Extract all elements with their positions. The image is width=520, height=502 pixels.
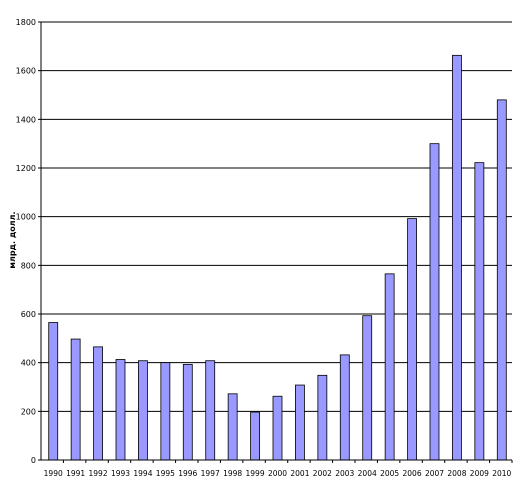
y-tick-label: 1200 [16, 164, 36, 173]
bar-1994 [138, 360, 148, 461]
bar-1995 [160, 362, 171, 461]
x-tick-label-2007: 2007 [425, 469, 444, 478]
bar-2003 [339, 354, 350, 461]
bar-2010 [496, 99, 507, 461]
x-tick-label-1998: 1998 [223, 469, 242, 478]
x-tick-label-1992: 1992 [89, 469, 108, 478]
x-tick-label-2000: 2000 [268, 469, 287, 478]
y-tick-label: 200 [21, 407, 36, 416]
gridlines [38, 21, 512, 461]
x-tick-label-1999: 1999 [246, 469, 265, 478]
x-tick-labels: 1990 1991 1992 1993 1994 1995 1996 1997 1998 1999… [44, 460, 513, 478]
x-tick-label-1991: 1991 [66, 469, 85, 478]
bar-1998 [227, 393, 238, 461]
bar-2004 [362, 315, 373, 461]
bar-2009 [474, 162, 485, 461]
x-tick-label-1996: 1996 [178, 469, 197, 478]
x-tick-label-1994: 1994 [133, 469, 152, 478]
x-tick-label-2009: 2009 [470, 469, 489, 478]
bar-1992 [93, 346, 103, 461]
bar-2001 [295, 384, 305, 461]
bar-1991 [70, 338, 81, 461]
y-tick-label: 1000 [16, 213, 36, 222]
bar-1997 [205, 360, 216, 461]
x-tick-label-2006: 2006 [403, 469, 422, 478]
y-tick-label: 600 [21, 310, 36, 319]
x-tick-label-2005: 2005 [380, 469, 399, 478]
y-tick-label: 800 [21, 261, 36, 270]
x-tick-label-2008: 2008 [447, 469, 466, 478]
y-tick-label: 1400 [16, 115, 36, 124]
x-tick-label-1993: 1993 [111, 469, 130, 478]
bar-2000 [272, 395, 283, 461]
y-tick-label: 1800 [16, 18, 36, 27]
x-tick-label-2002: 2002 [313, 469, 332, 478]
x-tick-label-2003: 2003 [335, 469, 354, 478]
x-tick-label-1990: 1990 [44, 469, 63, 478]
x-tick-label-2010: 2010 [492, 469, 511, 478]
x-tick-label-2001: 2001 [290, 469, 309, 478]
bar-1993 [115, 359, 126, 461]
y-tick-label: 1600 [16, 67, 36, 76]
y-tick-labels: 0 200 400 600 800 1000 1200 1400 1600 1800 [16, 18, 36, 465]
y-axis-label: млрд. долл. [8, 211, 17, 268]
bar-2002 [317, 374, 328, 461]
x-tick-label-1995: 1995 [156, 469, 175, 478]
bar-1999 [250, 411, 260, 461]
bar-1990 [48, 322, 59, 461]
bar-1996 [182, 363, 193, 461]
axes [40, 22, 512, 461]
y-tick-label: 400 [21, 359, 36, 368]
bar-2007 [429, 143, 440, 461]
bar-2005 [384, 273, 395, 461]
bar-2008 [452, 54, 462, 461]
x-tick-label-2004: 2004 [358, 469, 377, 478]
bar-2006 [407, 218, 417, 461]
bars [48, 54, 507, 461]
y-tick-label: 0 [31, 456, 36, 465]
x-tick-label-1997: 1997 [201, 469, 220, 478]
